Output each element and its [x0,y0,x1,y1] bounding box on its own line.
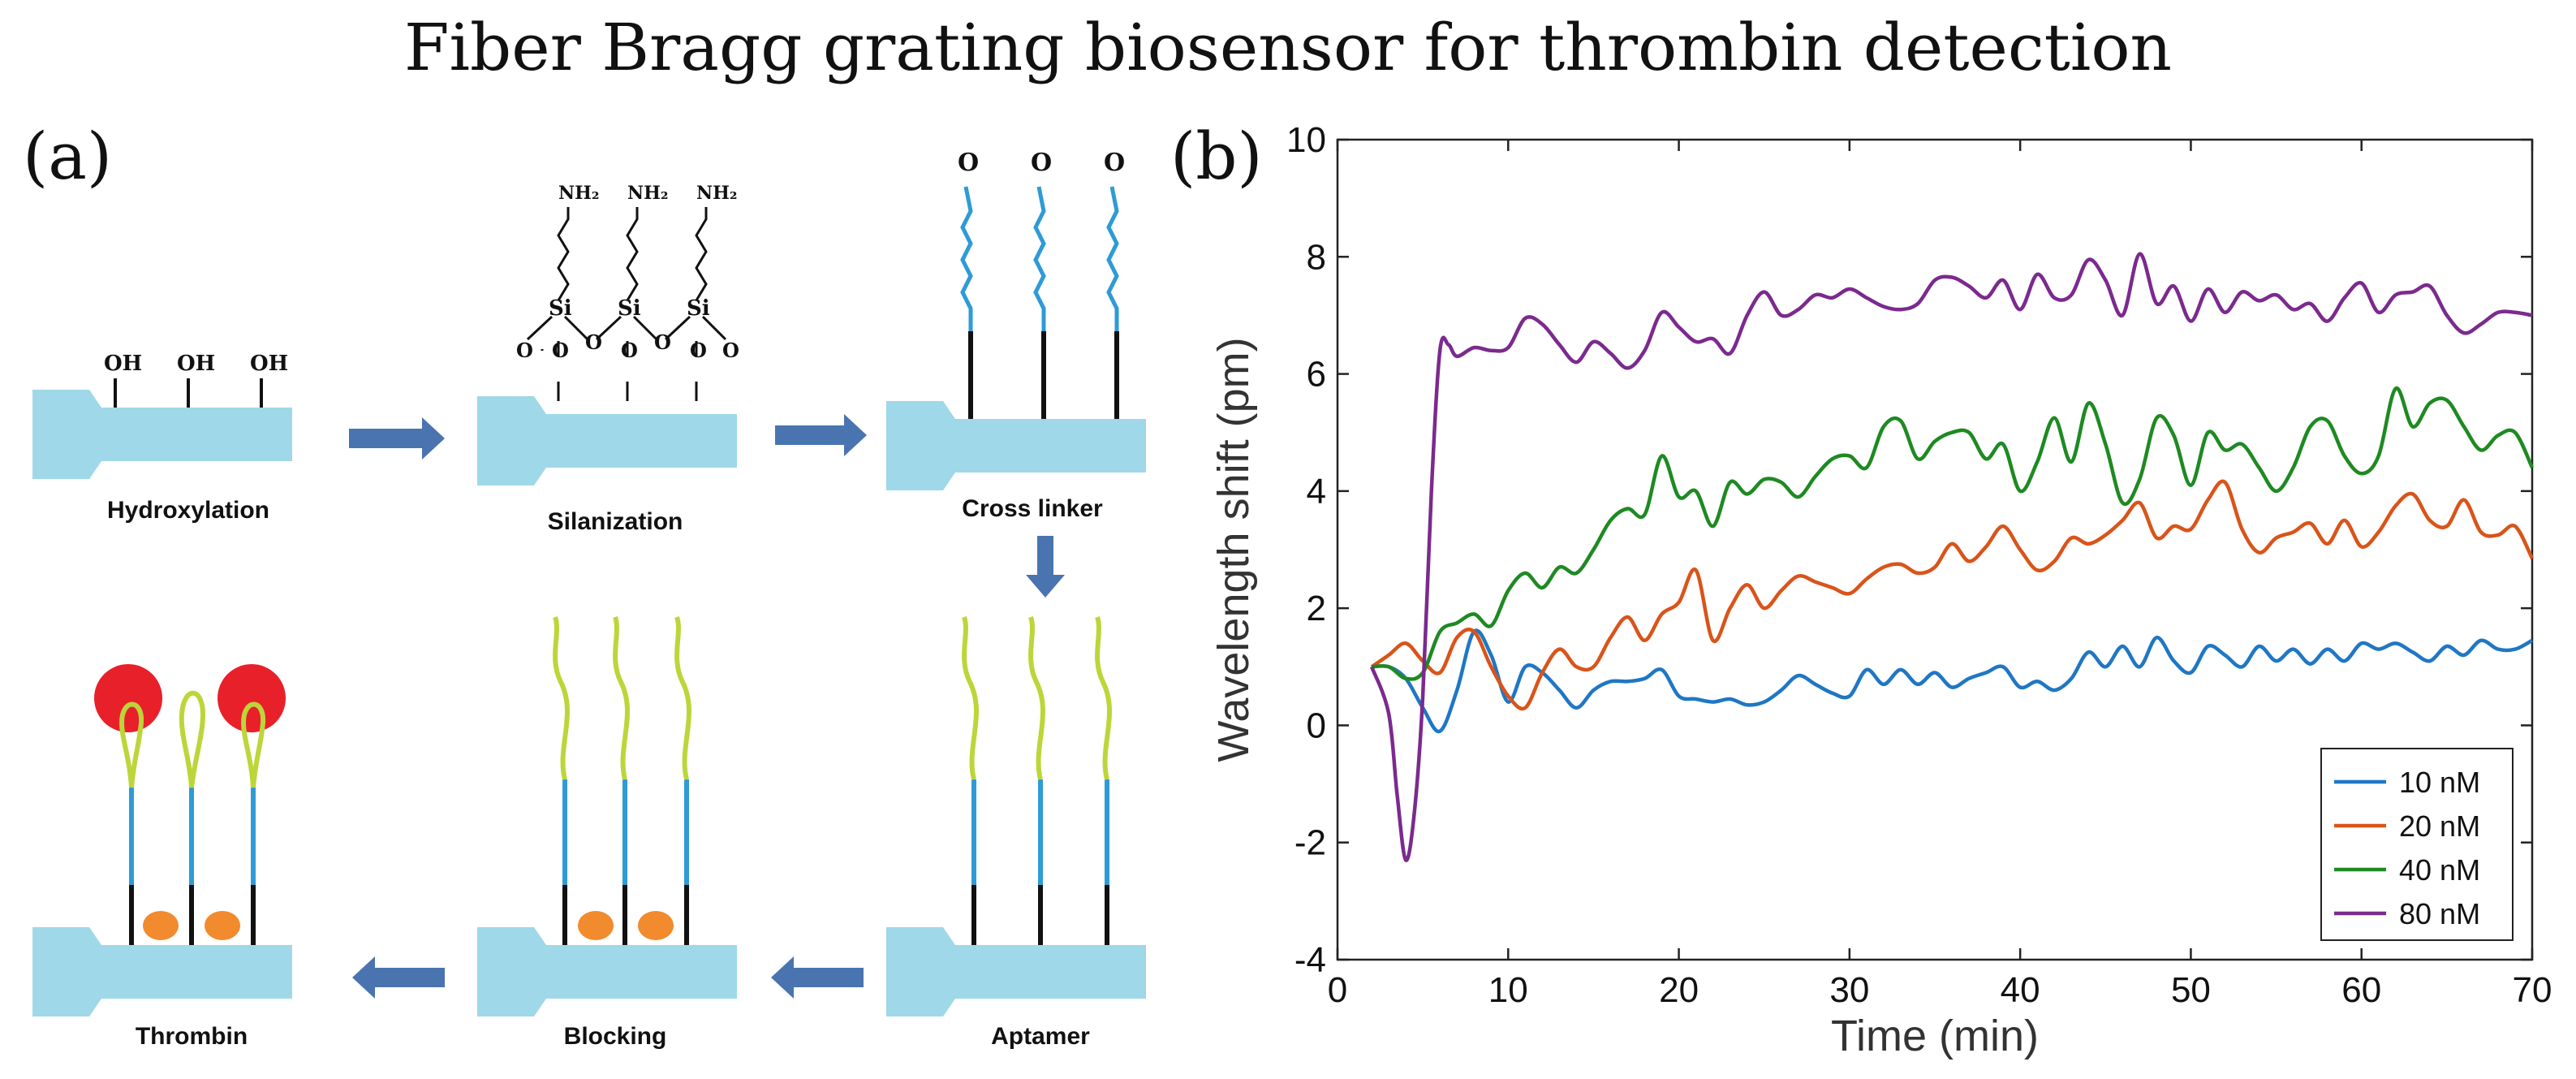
chart-series [1369,252,2535,862]
blocking-molecule [578,911,614,940]
x-tick-label: 10 [1488,970,1528,1010]
figure-title: Fiber Bragg grating biosensor for thromb… [403,10,2173,85]
crosslinker-chains: O O O [958,149,1125,419]
functionalization-schematic: OH OH OH Hydroxylation NH₂ [32,149,1146,1050]
step-label-thrombin: Thrombin [136,1023,248,1050]
x-tick-label: 50 [2171,970,2211,1010]
step-label-hydroxylation: Hydroxylation [107,497,269,524]
thrombin-strands [94,664,286,945]
nh2-label: NH₂ [558,183,600,204]
oh-label: OH [104,352,142,376]
x-tick-label: 60 [2341,970,2381,1010]
step-aptamer: Aptamer [886,616,1146,1050]
x-tick-label: 70 [2513,970,2552,1010]
o-label: O [552,339,569,362]
o-label: O [958,149,979,177]
x-tick-label: 30 [1829,970,1869,1010]
step-label-blocking: Blocking [564,1023,667,1050]
series-line-80-nm [1369,252,2533,862]
oh-label: OH [250,352,288,376]
y-tick-label: -4 [1294,940,1326,980]
step-silanization: NH₂ NH₂ NH₂ Si Si Si O O O O O O O Silan… [477,183,739,535]
blocking-molecule [205,911,240,940]
panel-b-label: (b) [1170,119,1263,194]
blocking-molecule [143,911,179,940]
o-label: O [1104,149,1125,177]
thrombin-molecule [218,664,286,732]
step-label-cross-linker: Cross linker [962,495,1103,522]
chart-axes: 0 10 20 30 40 50 60 70 -4 -2 0 2 4 6 8 10 Time (min) Wave… [1209,120,2552,1060]
nh2-label: NH₂ [627,183,669,204]
thrombin-molecule [94,664,162,732]
o-label: O [654,330,671,354]
o-label: O [1031,149,1052,177]
step-blocking: Blocking [477,616,737,1050]
nh2-label: NH₂ [696,183,738,204]
series-line-20-nm [1370,479,2535,711]
o-label: O [690,339,707,362]
o-label: O [585,330,602,354]
arrow-right-icon [349,417,445,460]
o-label: O [722,339,739,362]
blocking-molecule [638,911,674,940]
chart-legend: 10 nM 20 nM 40 nM 80 nM [2320,748,2514,941]
o-label: O [516,339,533,362]
legend-entry: 80 nM [2399,897,2480,930]
oh-label: OH [177,352,215,376]
plot-frame [1336,138,2534,961]
legend-entry: 20 nM [2399,809,2480,843]
si-label: Si [549,296,572,321]
y-tick-label: 2 [1307,589,1326,628]
arrow-right-icon [775,414,867,456]
x-axis-label: Time (min) [1831,1012,2039,1060]
step-thrombin: Thrombin [32,664,292,1050]
arrow-down-icon [1026,536,1065,598]
series-line-40-nm [1371,386,2535,681]
arrow-left-icon [352,956,445,999]
legend-entry: 10 nM [2399,766,2480,799]
legend-entry: 40 nM [2399,853,2480,887]
y-tick-label: 10 [1286,120,1326,160]
series-line-10-nm [1371,628,2534,734]
si-label: Si [687,296,710,321]
step-hydroxylation: OH OH OH Hydroxylation [32,352,292,524]
blocking-strands [553,616,691,945]
o-label: O [621,339,638,362]
x-tick-label: 0 [1328,970,1347,1010]
y-tick-label: 6 [1307,355,1326,395]
y-tick-label: 8 [1307,237,1326,277]
x-tick-label: 40 [2001,970,2040,1010]
si-label: Si [618,296,641,321]
y-tick-label: -2 [1294,823,1326,863]
panel-a-label: (a) [23,119,113,194]
x-tick-label: 20 [1659,970,1699,1010]
arrow-left-icon [771,956,864,999]
y-tick-label: 0 [1307,706,1326,745]
hydroxyl-groups: OH OH OH [104,352,288,408]
silane-chains [526,207,727,401]
y-tick-label: 4 [1307,472,1326,511]
y-axis-label: Wavelength shift (pm) [1209,337,1258,762]
aptamer-strands [962,616,1112,945]
step-cross-linker: O O O Cross linker [886,149,1146,522]
step-label-aptamer: Aptamer [991,1023,1090,1050]
step-label-silanization: Silanization [548,508,683,535]
silane-labels: NH₂ NH₂ NH₂ Si Si Si O O O O O O O [516,183,739,362]
